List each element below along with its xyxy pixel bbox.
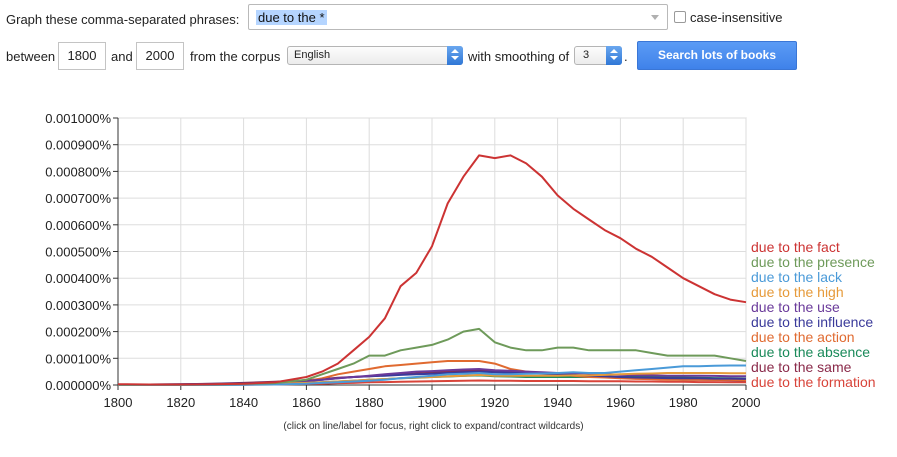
y-tick-label: 0.000000% <box>45 378 111 393</box>
phrases-label: Graph these comma-separated phrases: <box>6 11 240 27</box>
y-tick-label: 0.000800% <box>45 164 111 179</box>
footnote: (click on line/label for focus, right cl… <box>283 421 584 432</box>
series-label-due-to-the-lack[interactable]: due to the lack <box>751 269 843 285</box>
phrases-row: Graph these comma-separated phrases: <box>6 8 239 30</box>
between-label: between <box>6 49 56 64</box>
query-value[interactable]: due to the * <box>256 10 327 25</box>
search-button[interactable]: Search lots of books <box>637 41 797 70</box>
smoothing-select[interactable]: 3 <box>574 46 622 65</box>
case-insensitive-label: case-insensitive <box>690 10 783 25</box>
year-start-input[interactable]: 1800 <box>58 42 106 70</box>
y-tick-label: 0.001000% <box>45 111 111 126</box>
select-arrows-icon[interactable] <box>606 46 622 65</box>
series-lines[interactable] <box>117 154 747 386</box>
series-label-due-to-the-high[interactable]: due to the high <box>751 284 844 300</box>
smoothing-label: with smoothing of <box>468 49 570 64</box>
chevron-down-icon[interactable] <box>651 15 659 20</box>
x-tick-label: 1980 <box>669 395 698 410</box>
x-tick-label: 1940 <box>543 395 572 410</box>
series-line-due-to-the-fact[interactable] <box>117 154 747 386</box>
select-arrows-icon[interactable] <box>447 46 463 65</box>
x-tick-label: 1860 <box>292 395 321 410</box>
y-tick-label: 0.000400% <box>45 271 111 286</box>
series-label-due-to-the-absence[interactable]: due to the absence <box>751 344 870 360</box>
series-label-due-to-the-influence[interactable]: due to the influence <box>751 314 873 330</box>
series-label-due-to-the-same[interactable]: due to the same <box>751 359 852 375</box>
x-tick-label: 1820 <box>166 395 195 410</box>
x-tick-label: 1900 <box>418 395 447 410</box>
y-tick-label: 0.000100% <box>45 351 111 366</box>
and-label: and <box>111 49 133 64</box>
corpus-select[interactable]: English <box>287 46 463 65</box>
x-axis: 1800 1820 1840 1860 1880 1900 1920 1940 1960 1980… <box>104 384 761 410</box>
corpus-label: from the corpus <box>190 49 281 64</box>
x-tick-label: 2000 <box>732 395 761 410</box>
x-tick-label: 1880 <box>355 395 384 410</box>
series-label-due-to-the-formation[interactable]: due to the formation <box>751 374 876 390</box>
case-insensitive-checkbox[interactable] <box>674 11 686 23</box>
year-end-input[interactable]: 2000 <box>136 42 184 70</box>
series-line-due-to-the-presence[interactable] <box>118 327 747 386</box>
x-tick-label: 1800 <box>104 395 133 410</box>
y-tick-label: 0.000500% <box>45 245 111 260</box>
x-tick-label: 1920 <box>480 395 509 410</box>
corpus-value: English <box>294 49 331 61</box>
y-axis: 0.000000% 0.000100% 0.000200% 0.000300% 0.00… <box>45 111 119 393</box>
y-tick-label: 0.000600% <box>45 218 111 233</box>
query-input[interactable]: due to the * <box>248 4 668 30</box>
x-tick-label: 1840 <box>229 395 258 410</box>
series-line-due-to-the-lack[interactable] <box>118 364 746 386</box>
y-tick-label: 0.000200% <box>45 325 111 340</box>
series-label-due-to-the-presence[interactable]: due to the presence <box>751 254 875 270</box>
y-tick-label: 0.000900% <box>45 138 111 153</box>
series-label-due-to-the-fact[interactable]: due to the fact <box>751 239 840 255</box>
y-tick-label: 0.000700% <box>45 191 111 206</box>
x-tick-label: 1960 <box>606 395 635 410</box>
period-text: . <box>624 49 628 64</box>
series-label-due-to-the-use[interactable]: due to the use <box>751 299 840 315</box>
smoothing-value: 3 <box>583 49 590 61</box>
series-label-due-to-the-action[interactable]: due to the action <box>751 329 855 345</box>
y-tick-label: 0.000300% <box>45 298 111 313</box>
